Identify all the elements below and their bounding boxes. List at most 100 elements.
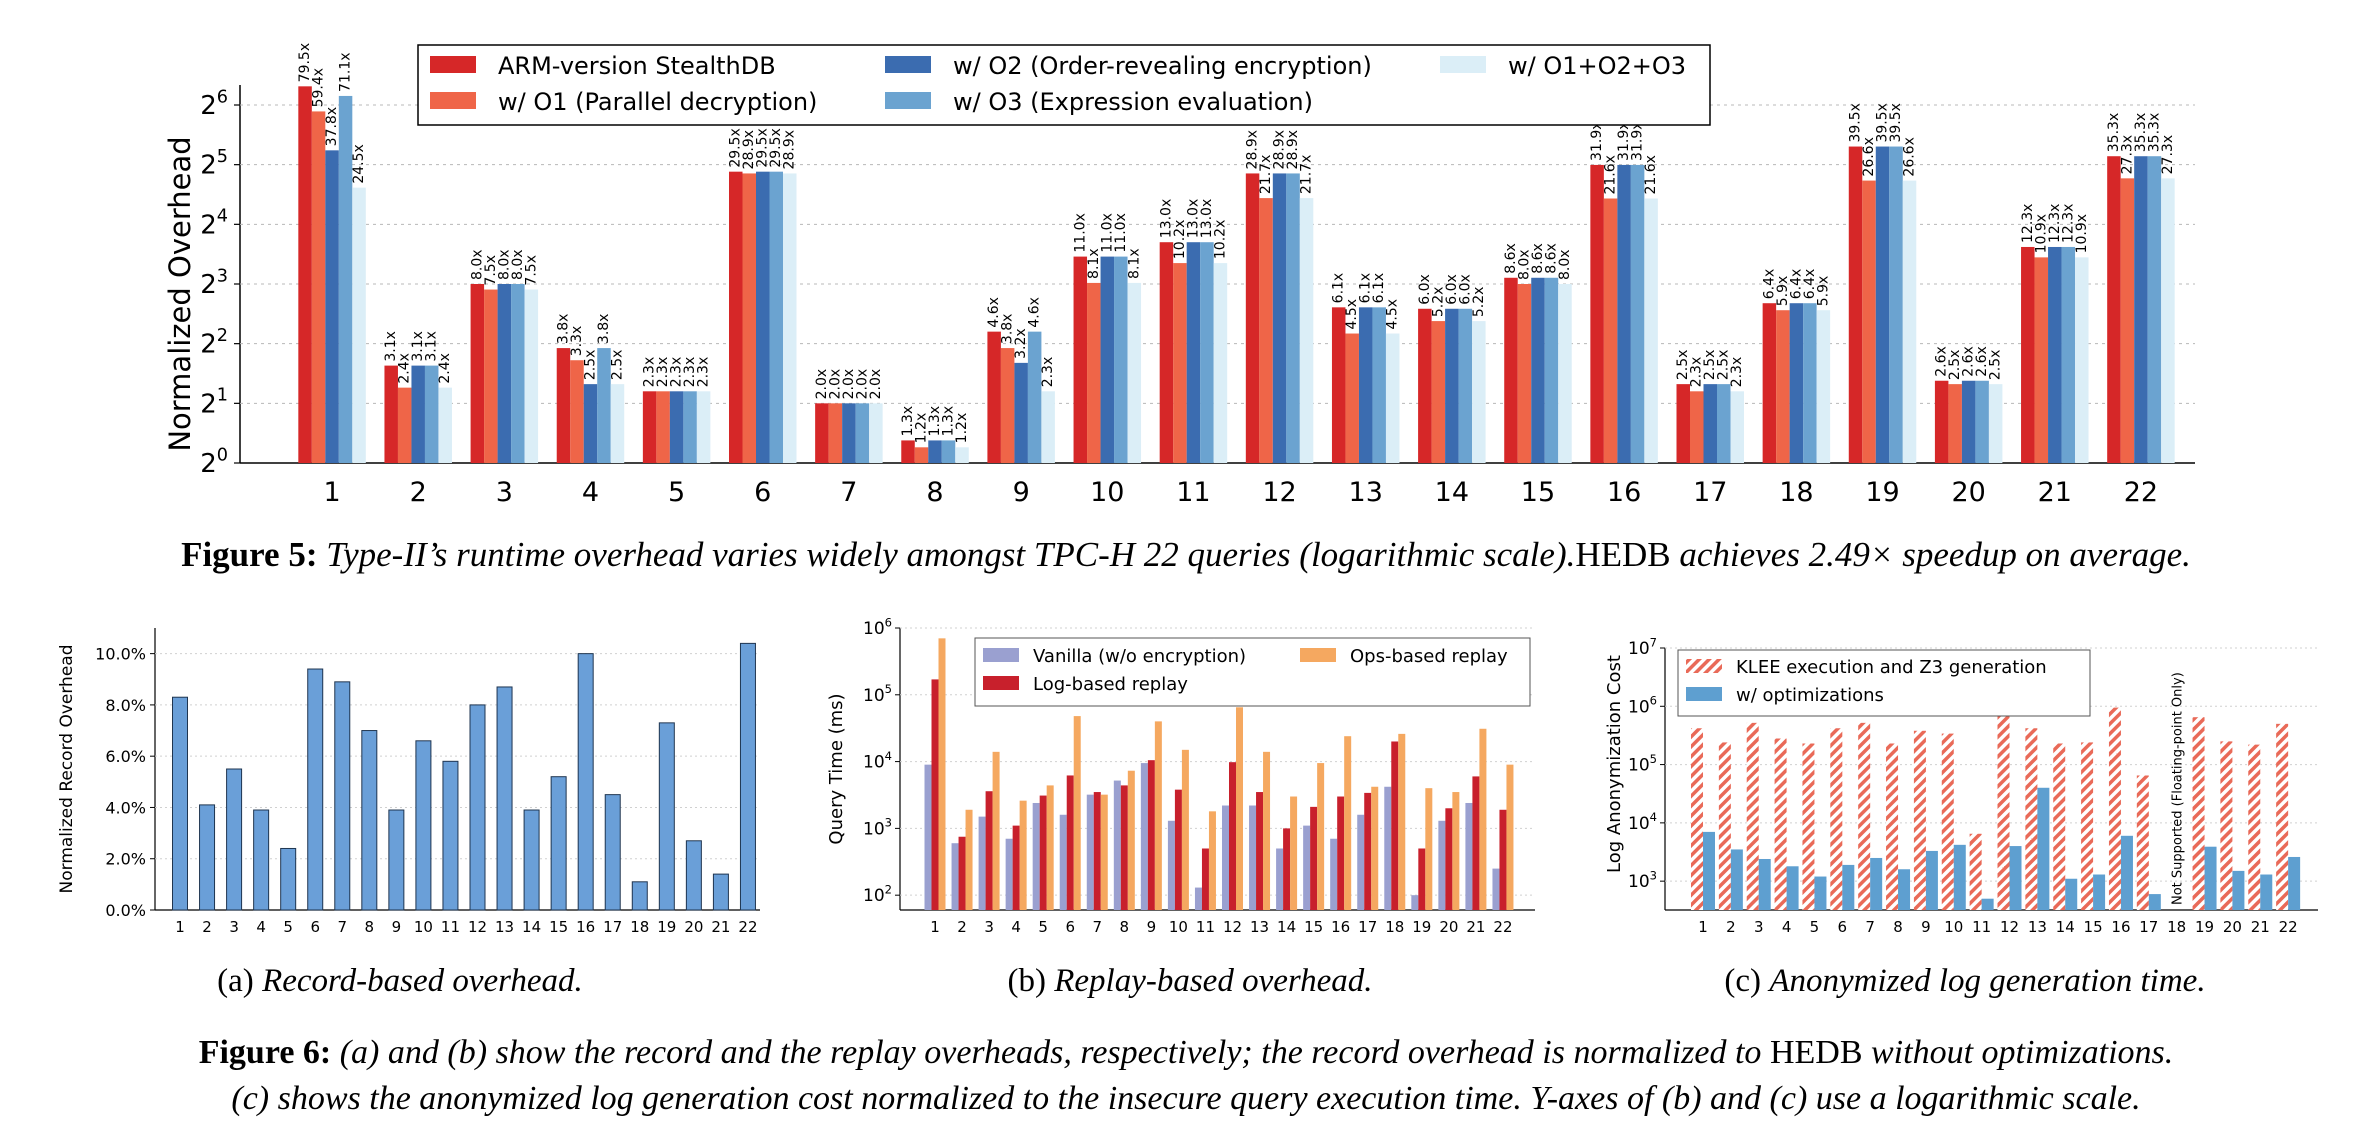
fig5-bar: [941, 440, 956, 463]
fig5-data-label: 11.0x: [1113, 213, 1129, 252]
fig6c-x-tick-label: 21: [2251, 918, 2270, 936]
fig5-bar: [1073, 256, 1088, 463]
fig5-bar: [1902, 180, 1917, 463]
fig6b-y-tick-label: 102: [863, 883, 892, 907]
fig5-data-label: 3.1x: [424, 331, 440, 362]
fig6b-bar: [931, 679, 939, 910]
fig6c-legend: KLEE execution and Z3 generation w/ optim…: [1677, 649, 2091, 717]
fig5-bar: [2161, 178, 2175, 464]
fig6b-x-tick-label: 10: [1169, 918, 1188, 936]
fig5-data-label: 6.0x: [1417, 274, 1433, 305]
fig5-data-label: 6.4x: [1788, 269, 1804, 300]
fig6a-x-tick-label: 21: [711, 918, 730, 936]
fig6b-bar: [1154, 721, 1162, 910]
fig6b-y-tick-label: 103: [863, 816, 892, 840]
fig5-data-label: 28.9x: [741, 130, 757, 169]
fig5-data-label: 6.0x: [1457, 274, 1473, 305]
fig6b-y-tick-label: 104: [863, 749, 892, 773]
fig6b-bar: [1174, 789, 1182, 910]
fig5-bar: [1776, 310, 1790, 463]
fig5-data-label: 5.2x: [1430, 287, 1446, 318]
fig6b-bar: [1337, 796, 1345, 910]
fig6a-bar: [307, 668, 324, 911]
fig6b-x-tick-label: 11: [1196, 918, 1215, 936]
fig6c-annotation: Not Supported (Floating-point Only): [2171, 672, 2186, 905]
fig5-x-tick-label: 8: [926, 477, 943, 508]
fig5-data-label: 31.9x: [1589, 121, 1605, 160]
fig5-bar: [1862, 180, 1876, 463]
fig6a-x-tick-label: 17: [603, 918, 622, 936]
fig5-data-label: 2.0x: [841, 369, 857, 400]
fig6c-bar: [1886, 743, 1899, 910]
fig6c-bar: [2288, 856, 2301, 910]
figure6-caption-line2: (c) shows the anonymized log generation …: [0, 1076, 2372, 1122]
fig6c-legend-label: w/ optimizations: [1736, 685, 1884, 706]
fig5-data-label: 71.1x: [338, 52, 354, 91]
figure6-caption: Figure 6: (a) and (b) show the record an…: [0, 1030, 2372, 1122]
fig5-y-tick-label: 25: [200, 147, 228, 181]
fig5-bar: [352, 187, 366, 463]
fig6c-x-tick-label: 3: [1754, 918, 1764, 936]
fig6b-bar: [1499, 809, 1507, 910]
fig6a-x-tick-label: 13: [495, 918, 514, 936]
fig6a-x-tick-label: 19: [657, 918, 676, 936]
fig5-data-label: 2.6x: [1934, 346, 1950, 377]
fig6b-legend: Vanilla (w/o encryption) Log-based replay…: [974, 637, 1531, 707]
fig5-data-label: 13.0x: [1199, 199, 1215, 238]
fig5-bar: [669, 391, 684, 463]
fig5-x-tick-label: 2: [410, 477, 427, 508]
fig5-data-label: 2.5x: [1702, 350, 1718, 381]
fig6b-x-tick-label: 22: [1493, 918, 1512, 936]
fig6b-bar: [1398, 733, 1406, 910]
fig5-x-tick-label: 15: [1521, 477, 1555, 508]
fig6b-bar: [1317, 763, 1325, 910]
fig5-bar: [438, 387, 452, 463]
fig5-data-label: 2.3x: [696, 357, 712, 388]
fig5-data-label: 3.3x: [569, 326, 585, 357]
fig6b-bar: [992, 751, 1000, 910]
fig6c-bar: [1997, 710, 2010, 910]
fig6b-bar: [1371, 786, 1379, 910]
fig6c-bar: [2081, 742, 2094, 910]
fig5-data-label: 28.9x: [1285, 130, 1301, 169]
fig6c-x-tick-label: 2: [1726, 918, 1736, 936]
fig5-data-label: 2.4x: [437, 353, 453, 384]
subcaption-a: (a) Record-based overhead.: [90, 963, 710, 1000]
fig6b-x-tick-label: 2: [957, 918, 967, 936]
figure6-caption-line1-a: (a) and (b) show the record and the repl…: [339, 1034, 1770, 1071]
fig5-data-label: 21.6x: [1643, 155, 1659, 194]
fig5-bar: [2021, 246, 2035, 463]
fig5-data-label: 6.1x: [1331, 273, 1347, 304]
fig5-bar: [683, 391, 697, 463]
fig5-bar: [987, 331, 1001, 463]
fig5-data-label: 2.3x: [1729, 357, 1745, 388]
fig5-bar: [597, 348, 611, 463]
figure5-caption: Figure 5: Type-II’s runtime overhead var…: [0, 535, 2372, 575]
fig5-data-label: 7.5x: [483, 255, 499, 286]
fig6b-x-tick-label: 15: [1304, 918, 1323, 936]
fig5-y-tick-label: 23: [200, 266, 228, 300]
fig5-bar: [470, 284, 485, 463]
fig5-data-label: 2.3x: [1689, 357, 1705, 388]
fig6c-x-tick-label: 13: [2028, 918, 2047, 936]
fig6b-bar: [1283, 828, 1291, 910]
fig6b-bar: [1445, 808, 1453, 910]
fig5-bar: [1027, 331, 1042, 463]
subcaption-c: (c) Anonymized log generation time.: [1640, 963, 2290, 1000]
fig5-data-label: 2.4x: [397, 353, 413, 384]
fig6a-bar: [604, 794, 621, 911]
fig5-data-label: 3.8x: [555, 314, 571, 345]
fig6b-bar: [978, 816, 986, 910]
fig6b-bar: [1012, 825, 1020, 910]
fig5-legend-swatch: [1440, 56, 1486, 73]
fig5-data-label: 6.1x: [1371, 273, 1387, 304]
fig5-bar: [1100, 256, 1115, 463]
fig6c-bar: [2120, 835, 2133, 910]
fig5-bar: [497, 284, 512, 463]
fig5-data-label: 1.3x: [900, 406, 916, 437]
fig6b-bar: [1113, 780, 1121, 910]
fig6b-x-tick-label: 6: [1065, 918, 1075, 936]
fig5-bar: [696, 391, 711, 463]
fig5-data-label: 5.9x: [1815, 276, 1831, 307]
